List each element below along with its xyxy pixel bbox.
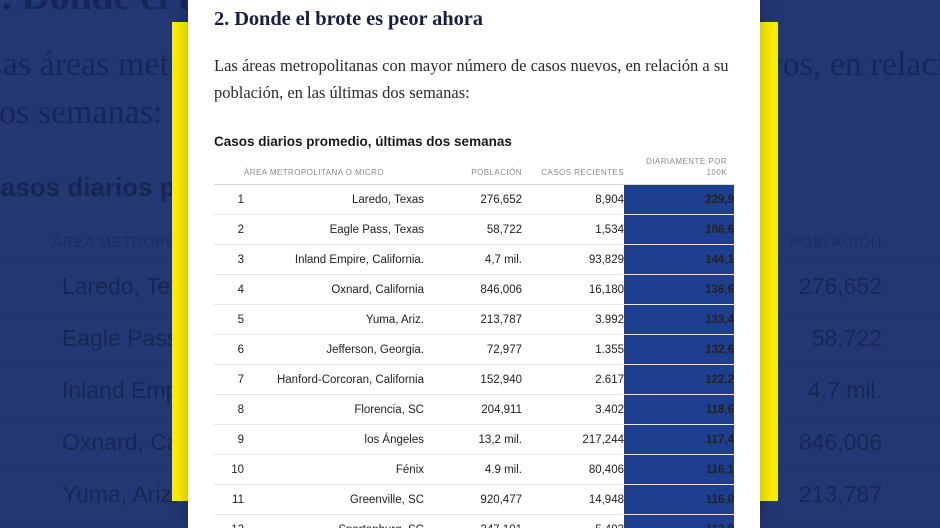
row-population: 13,2 mil.	[424, 424, 522, 455]
row-population: 4.9 mil.	[424, 454, 522, 485]
row-area-name: Yuma, Ariz.	[244, 304, 424, 335]
row-population: 213,787	[424, 304, 522, 335]
row-recent-cases: 2.617	[522, 364, 624, 395]
row-area-name: Inland Empire, California.	[244, 244, 424, 275]
row-population: 152,940	[424, 364, 522, 395]
row-daily-per-100k: 229,9	[624, 184, 734, 215]
article-card-content: 2. Donde el brote es peor ahora Las área…	[188, 0, 760, 528]
lede-paragraph: Las áreas metropolitanas con mayor númer…	[214, 56, 729, 102]
row-rank: 2	[214, 214, 244, 245]
row-rank: 10	[214, 454, 244, 485]
row-area-name: Hanford-Corcoran, California	[244, 364, 424, 395]
row-rank: 9	[214, 424, 244, 455]
row-area-name: los Ángeles	[244, 424, 424, 455]
row-population: 204,911	[424, 394, 522, 425]
row-area-name: Greenville, SC	[244, 484, 424, 515]
row-recent-cases: 80,406	[522, 454, 624, 485]
row-daily-per-100k: 116,1	[624, 454, 734, 485]
row-daily-per-100k: 117,4	[624, 424, 734, 455]
row-population: 58,722	[424, 214, 522, 245]
column-header-population: POBLACIÓN	[471, 167, 522, 177]
row-area-name: Spartanburg, SC	[244, 514, 424, 528]
row-population: 4,7 mil.	[424, 244, 522, 275]
table-row[interactable]: 11 Greenville, SC 920,477 14,948 116,0	[214, 484, 734, 515]
row-population: 920,477	[424, 484, 522, 515]
column-header-recent-cases: CASOS RECIENTES	[541, 167, 624, 177]
row-rank: 3	[214, 244, 244, 275]
row-daily-per-100k: 113,0	[624, 514, 734, 528]
row-recent-cases: 5.493	[522, 514, 624, 528]
row-rank: 6	[214, 334, 244, 365]
table-row[interactable]: 8 Florencia, SC 204,911 3.402 118,6	[214, 394, 734, 425]
yellow-accent-bar-right	[758, 22, 778, 501]
row-population: 846,006	[424, 274, 522, 305]
row-daily-per-100k: 118,6	[624, 394, 734, 425]
row-daily-per-100k: 186,6	[624, 214, 734, 245]
column-header-area: ÁREA METROPOLITANA O MICRO	[244, 167, 385, 177]
article-card: 2. Donde el brote es peor ahora Las área…	[188, 0, 760, 528]
row-daily-per-100k: 144,1	[624, 244, 734, 275]
row-recent-cases: 1.355	[522, 334, 624, 365]
row-population: 347,101	[424, 514, 522, 528]
row-daily-per-100k: 136,6	[624, 274, 734, 305]
data-table: ÁREA METROPOLITANA O MICRO POBLACIÓN CAS…	[214, 157, 734, 528]
row-area-name: Jefferson, Georgia.	[244, 334, 424, 365]
row-rank: 11	[214, 484, 244, 515]
row-area-name: Florencia, SC	[244, 394, 424, 425]
row-daily-per-100k: 116,0	[624, 484, 734, 515]
column-header-daily-per-100k: DIARIAMENTE POR 100K	[624, 157, 734, 184]
row-rank: 12	[214, 514, 244, 528]
row-recent-cases: 1,534	[522, 214, 624, 245]
table-body: 1 Laredo, Texas 276,652 8,904 229,9 2 Eagle Pa…	[214, 184, 734, 528]
row-recent-cases: 8,904	[522, 184, 624, 215]
row-population: 72,977	[424, 334, 522, 365]
row-recent-cases: 93,829	[522, 244, 624, 275]
row-rank: 1	[214, 184, 244, 215]
row-daily-per-100k: 133,4	[624, 304, 734, 335]
chart-subtitle: Casos diarios promedio, últimas dos sema…	[214, 134, 512, 150]
row-recent-cases: 3.402	[522, 394, 624, 425]
row-area-name: Eagle Pass, Texas	[244, 214, 424, 245]
table-row[interactable]: 12Spartanburg, SC347,1015.493113,0	[214, 514, 734, 528]
table-row[interactable]: 10 Fénix 4.9 mil. 80,406 116,1	[214, 454, 734, 485]
row-rank: 4	[214, 274, 244, 305]
row-daily-per-100k: 132,6	[624, 334, 734, 365]
column-header-rank	[214, 157, 244, 184]
yellow-accent-bar-left	[172, 22, 192, 501]
row-area-name: Fénix	[244, 454, 424, 485]
row-recent-cases: 3.992	[522, 304, 624, 335]
row-recent-cases: 217,244	[522, 424, 624, 455]
row-recent-cases: 16,180	[522, 274, 624, 305]
table-row[interactable]: 9 los Ángeles 13,2 mil. 217,244 117,4	[214, 424, 734, 455]
row-area-name: Oxnard, California	[244, 274, 424, 305]
table-header: ÁREA METROPOLITANA O MICRO POBLACIÓN CAS…	[214, 157, 734, 184]
row-rank: 8	[214, 394, 244, 425]
column-header-daily-line2: 100K	[706, 167, 727, 177]
row-rank: 5	[214, 304, 244, 335]
row-recent-cases: 14,948	[522, 484, 624, 515]
row-area-name: Laredo, Texas	[244, 184, 424, 215]
column-header-daily-line1: DIARIAMENTE POR	[646, 157, 727, 167]
row-population: 276,652	[424, 184, 522, 215]
table-row[interactable]: 7 Hanford-Corcoran, California 152,940 2.61…	[214, 364, 734, 395]
row-daily-per-100k: 122,2	[624, 364, 734, 395]
row-rank: 7	[214, 364, 244, 395]
page-title: 2. Donde el brote es peor ahora	[214, 8, 483, 30]
